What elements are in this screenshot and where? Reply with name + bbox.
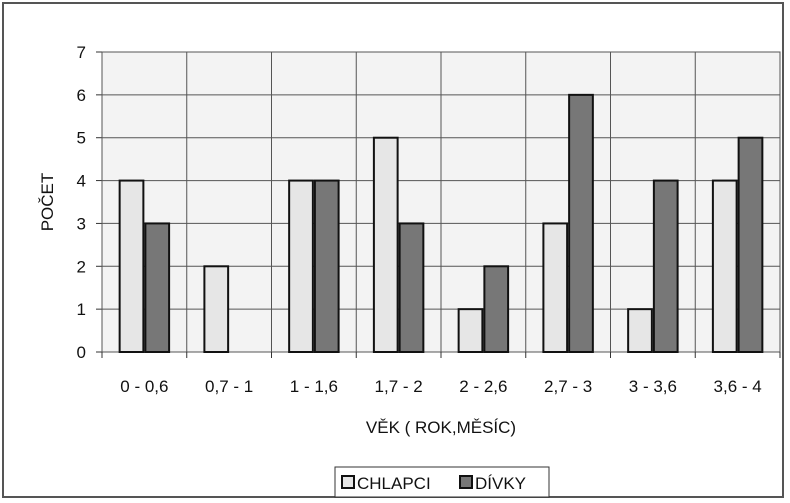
legend-box: [334, 466, 550, 498]
y-tick-label: 2: [77, 257, 86, 276]
y-tick-labels: 0 1 2 3 4 5 6 7: [77, 43, 86, 362]
bar-divky-4: [483, 265, 510, 353]
bar-chlapci-4: [457, 308, 484, 353]
bars: [118, 93, 764, 353]
x-tick-label: 0 - 0,6: [120, 377, 168, 396]
legend-label-chlapci: CHLAPCI: [357, 474, 431, 493]
legend-swatch-chlapci: [341, 475, 355, 489]
y-tick-label: 1: [77, 300, 86, 319]
y-tick-label: 4: [77, 172, 86, 191]
y-tick-label: 5: [77, 129, 86, 148]
x-tick-label: 1,7 - 2: [375, 377, 423, 396]
bar-chlapci-5: [542, 222, 569, 353]
x-tick-labels: 0 - 0,6 0,7 - 1 1 - 1,6 1,7 - 2 2 - 2,6 2,7 -…: [120, 377, 761, 396]
legend-swatch-divky: [459, 475, 473, 489]
y-tick-label: 0: [77, 343, 86, 362]
bar-divky-6: [652, 179, 679, 353]
x-tick-label: 3 - 3,6: [629, 377, 677, 396]
bar-divky-0: [144, 222, 171, 353]
x-axis-title: VĚK ( ROK,MĚSÍC): [366, 418, 516, 437]
bar-chlapci-1: [203, 265, 230, 353]
bar-chlapci-0: [118, 179, 145, 353]
bar-divky-2: [313, 179, 340, 353]
legend: CHLAPCI DÍVKY: [334, 466, 550, 498]
x-tick-label: 0,7 - 1: [205, 377, 253, 396]
y-tick-label: 6: [77, 86, 86, 105]
bar-chlapci-6: [627, 308, 653, 353]
y-tick-label: 3: [77, 214, 86, 233]
bar-chlapci-3: [372, 136, 399, 353]
legend-label-divky: DÍVKY: [475, 474, 526, 493]
bar-divky-3: [398, 222, 425, 353]
bar-divky-5: [568, 93, 594, 353]
x-tick-label: 2 - 2,6: [459, 377, 507, 396]
bar-divky-7: [737, 136, 764, 353]
x-tick-label: 3,6 - 4: [714, 377, 762, 396]
y-axis-title: POČET: [38, 173, 57, 232]
bar-chlapci-2: [288, 179, 314, 353]
y-tick-label: 7: [77, 43, 86, 62]
x-tick-label: 2,7 - 3: [544, 377, 592, 396]
x-tick-label: 1 - 1,6: [290, 377, 338, 396]
bar-chlapci-7: [711, 179, 738, 353]
